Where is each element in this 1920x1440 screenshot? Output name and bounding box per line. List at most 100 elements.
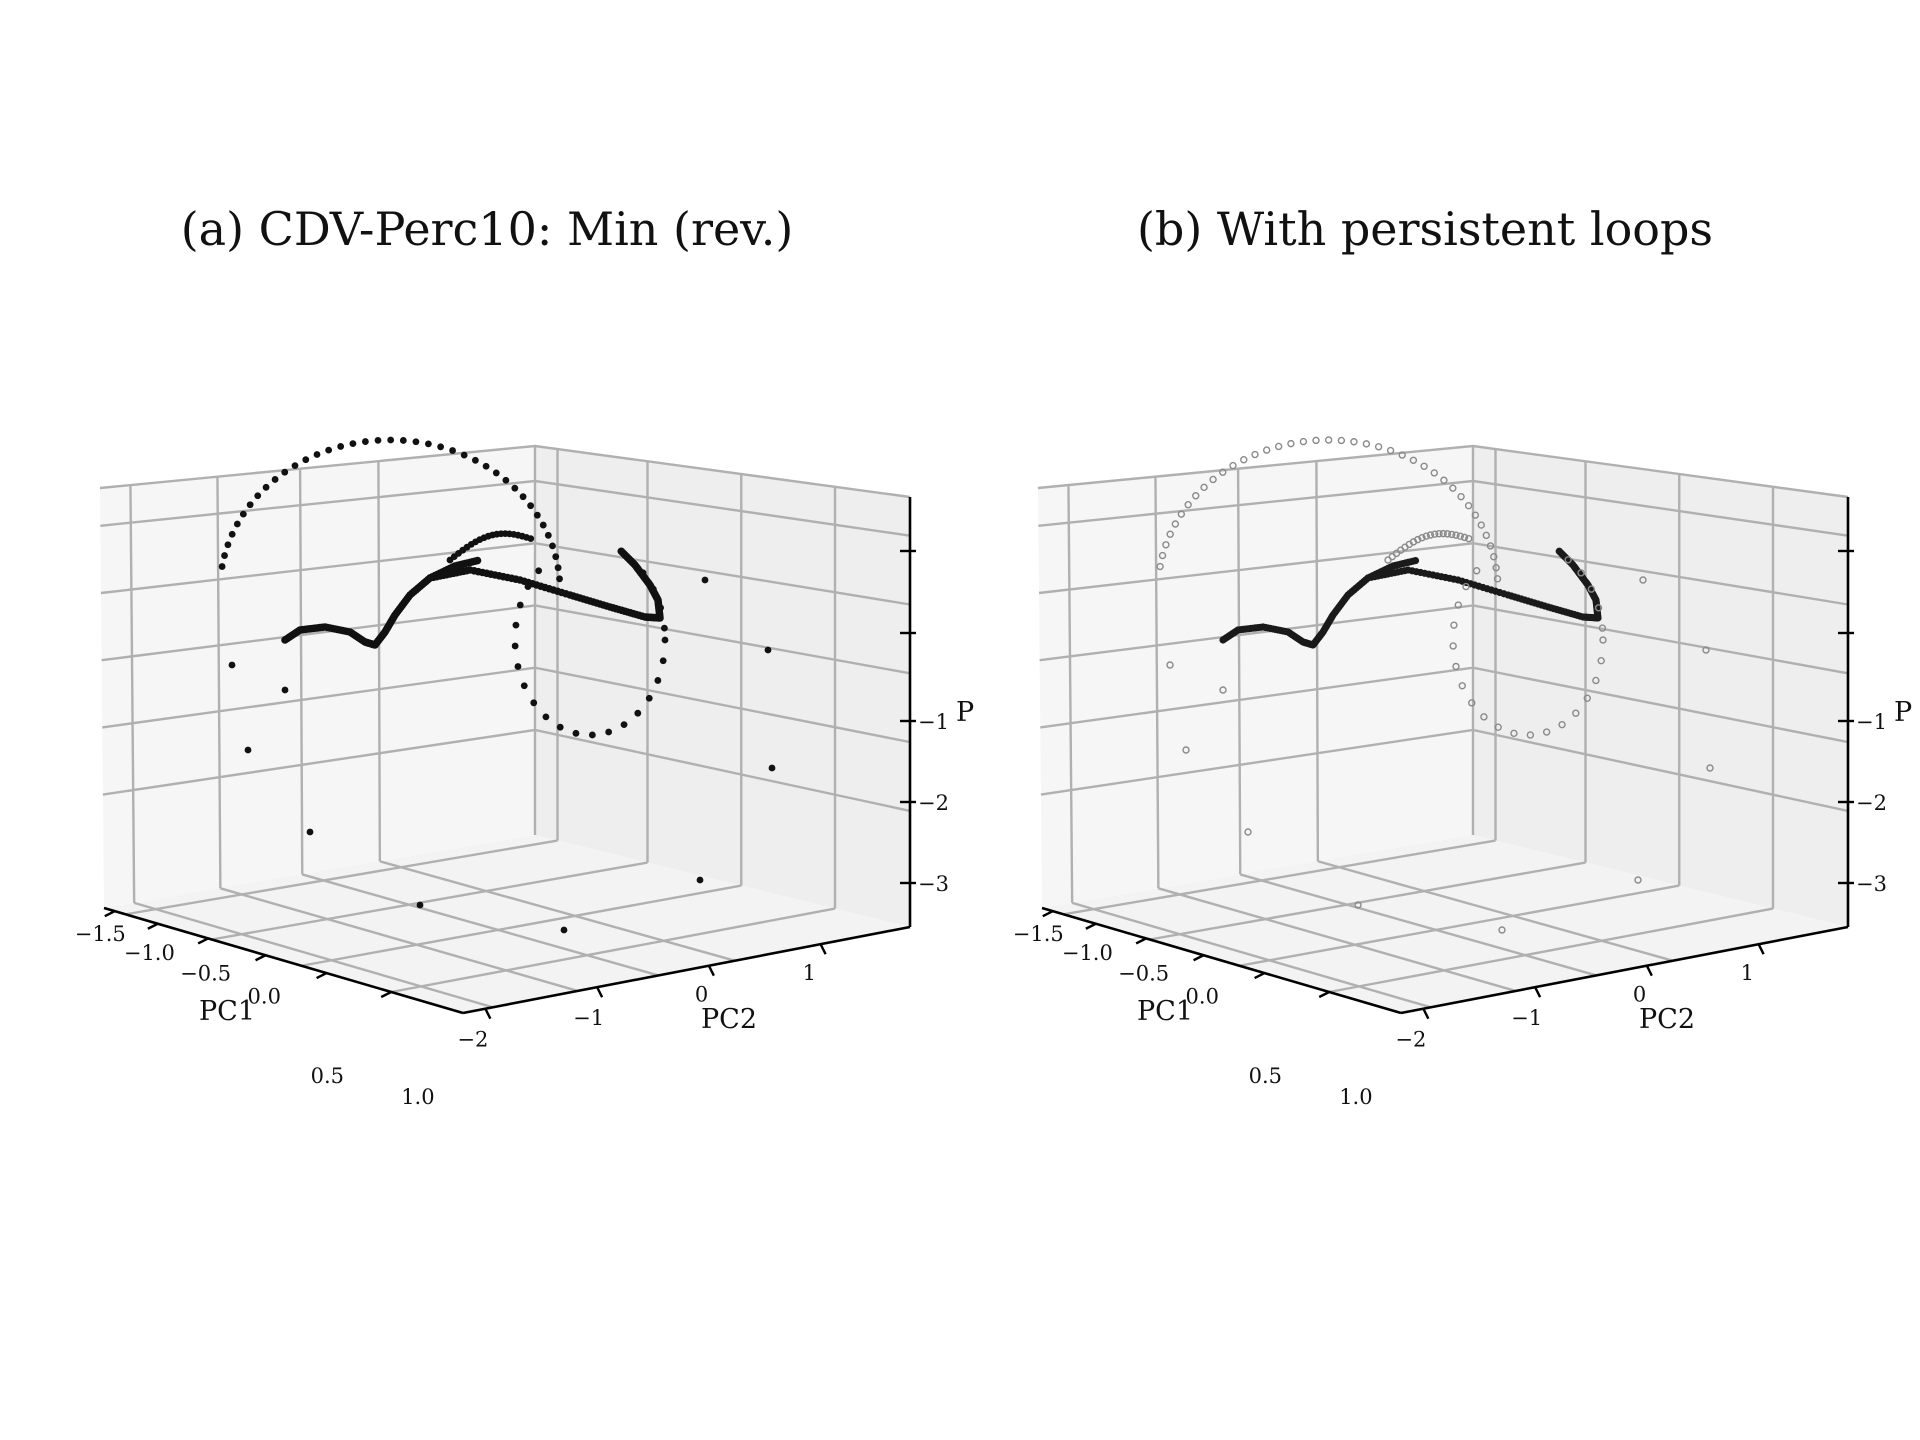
data-point [349, 440, 357, 448]
z-tick-label: −2 [1856, 791, 1887, 815]
gridline [1315, 461, 1320, 862]
data-point [1577, 569, 1585, 577]
data-point [1471, 511, 1480, 519]
data-point [617, 547, 626, 556]
gridline [220, 887, 578, 993]
data-point [228, 530, 236, 538]
data-point [460, 451, 468, 459]
y-tick [1645, 965, 1653, 977]
gridline [377, 461, 382, 862]
data-point [1299, 437, 1308, 446]
data-point [661, 636, 669, 644]
x-tick-label: −1.5 [1013, 922, 1064, 946]
data-point [659, 657, 667, 665]
data-point [552, 553, 560, 561]
x-tick [147, 922, 159, 930]
floor-pane [104, 835, 910, 1013]
y-tick-label: 1 [803, 961, 816, 985]
data-point [1192, 492, 1200, 500]
data-point [1209, 475, 1217, 484]
y-tick-label: 0 [1633, 983, 1646, 1007]
data-point [1414, 535, 1422, 544]
panel-a-ticklabels: −1.5 −1.0 −0.5 0.0 0.5 1.0 −2 −1 0 1 −1 … [75, 697, 974, 1109]
data-point [224, 541, 232, 549]
data-point [514, 663, 522, 670]
y-axis-line [462, 925, 911, 1015]
data-point [530, 699, 538, 707]
data-point [1498, 926, 1506, 934]
data-point [1219, 468, 1227, 476]
data-point [1426, 531, 1435, 539]
data-point [657, 604, 664, 612]
panel-b-ticklabels: −1.5 −1.0 −0.5 0.0 0.5 1.0 −2 −1 0 1 −1 … [1013, 697, 1912, 1109]
x-tick-label: −1.0 [124, 941, 175, 965]
data-point [1177, 510, 1186, 518]
data-point [544, 531, 552, 539]
data-point [1480, 713, 1488, 721]
data-point [661, 624, 668, 632]
gridline [129, 485, 136, 903]
data-point [337, 443, 345, 450]
x-tick-label: 0.0 [248, 984, 281, 1008]
x-tick-label: 0.5 [1249, 1064, 1282, 1088]
data-point [1477, 521, 1485, 529]
left-pane [1038, 446, 1473, 908]
gridline [301, 884, 742, 967]
data-point [1350, 438, 1358, 446]
data-point [1219, 686, 1227, 694]
x-tick-label: −0.5 [180, 961, 231, 985]
data-point [527, 502, 535, 510]
gridline [1063, 839, 1496, 916]
data-point [542, 713, 550, 721]
data-point [1171, 520, 1180, 528]
z-tick-label: −2 [918, 791, 949, 815]
data-point [524, 583, 532, 591]
data-point [502, 476, 510, 484]
y-axis-line [1400, 925, 1849, 1015]
y-tick [1422, 1008, 1430, 1020]
data-point [239, 510, 247, 518]
y-tick [707, 965, 715, 977]
y-tick-label: −2 [457, 1028, 488, 1052]
data-point [1472, 567, 1481, 575]
data-point [588, 731, 596, 739]
y-tick [1757, 943, 1765, 955]
data-point [1156, 562, 1164, 571]
data-point [1542, 728, 1551, 736]
gridline [133, 901, 494, 1009]
data-point [645, 694, 653, 702]
data-point [1158, 551, 1167, 560]
data-point [1431, 530, 1439, 538]
x-tick-label: −1.0 [1062, 941, 1113, 965]
y-axis-label: PC2 [1639, 1004, 1695, 1035]
gridline [1239, 873, 1597, 977]
data-point [554, 564, 562, 572]
z-tick-label: −3 [1856, 872, 1887, 896]
data-point [768, 764, 776, 772]
data-point [556, 723, 564, 731]
data-point [1464, 501, 1473, 510]
data-point [527, 535, 535, 543]
data-point [228, 661, 236, 669]
data-point [1492, 563, 1500, 572]
data-point [639, 569, 647, 577]
data-point [437, 443, 445, 451]
data-point [1430, 469, 1438, 477]
data-point [218, 563, 226, 570]
data-point [1274, 442, 1283, 451]
gridline [379, 860, 736, 962]
data-point [539, 521, 547, 529]
y-tick-label: 1 [1741, 961, 1754, 985]
data-point [387, 436, 395, 444]
panel-b-panes [1038, 446, 1848, 1013]
floor-pane [1042, 835, 1848, 1013]
data-point [291, 462, 299, 470]
data-point [533, 511, 541, 519]
data-point [519, 493, 527, 501]
gridline [1071, 901, 1432, 1009]
z-axis-label: P [1894, 697, 1912, 728]
data-point [1493, 575, 1502, 583]
data-point [1184, 501, 1192, 509]
panel-a-panes [100, 446, 910, 1013]
